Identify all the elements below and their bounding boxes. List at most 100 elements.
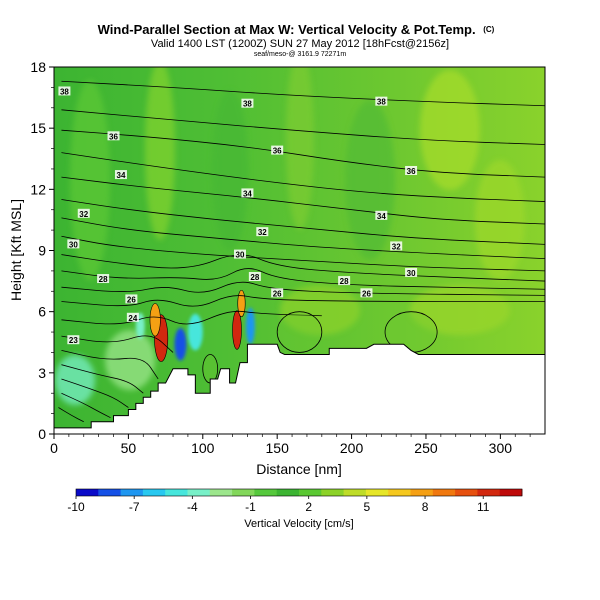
isentrope-line-4 [61,176,545,225]
colorbar-segment [209,489,233,496]
colorbar-tick-label: 11 [477,500,490,514]
colorbar-segment [321,489,344,496]
colorbar-tick-label: -7 [129,500,140,514]
isentrope-line-12 [61,310,322,325]
colorbar-segment [455,489,478,496]
contour-label-bg [58,86,71,96]
contour-label-bg [405,267,418,277]
x-tick-label: 50 [121,440,137,456]
colorbar-segment [142,489,166,496]
contour-label-bg [360,288,373,298]
isentrope-line-3 [61,152,545,202]
contour-label: 30 [407,269,416,278]
colorbar-segment [98,489,121,496]
contour-label: 28 [99,275,108,284]
y-tick-label: 6 [38,304,46,320]
colorbar-segment [120,489,144,496]
isentrope-line-17 [61,392,111,419]
colorbar-segment [410,489,434,496]
contour-label-bg [375,96,388,106]
contour-label-bg [390,241,403,251]
contour-label-layer: 38 38 38 36 36 36 34 34 34 32 32 32 30 30 30 28 28 28 26 26… [58,86,418,345]
colorbar-tick-label: -10 [67,500,85,514]
isentrope-line-0 [61,80,545,107]
contour-label-bg [67,239,80,249]
isentrope-line-16 [61,378,129,408]
contour-label: 30 [236,251,245,260]
contour-label: 38 [243,100,252,109]
colorbar-segment [388,489,411,496]
contour-label-bg [271,145,284,155]
terrain-mask [54,343,545,434]
contour-label: 26 [362,289,371,298]
colorbar-segment [365,489,389,496]
colorbar-segment [232,489,255,496]
colorbar: -10 -7 -4 -1 2 5 8 11 [67,488,523,514]
contour-label-bg [107,131,120,141]
contour-label: 32 [392,242,401,251]
colorbar-frame [75,488,523,497]
colorbar-segment [276,489,300,496]
y-tick-label: 18 [30,59,46,75]
isentrope-line-5 [61,199,545,245]
x-tick-label: 100 [191,440,215,456]
chart-title: Wind-Parallel Section at Max W: Vertical… [98,22,495,37]
x-tick-label: 200 [340,440,364,456]
contour-label: 30 [69,240,78,249]
downdraft-cell-1 [187,313,203,351]
updraft-cell-1 [149,303,161,337]
x-tick-label: 250 [414,440,438,456]
isentrope-line-8 [61,254,545,282]
contour-label: 36 [407,167,416,176]
updraft-cell-3 [237,289,246,318]
contour-label-bg [271,288,284,298]
contour-label: 24 [128,314,137,323]
y-tick-label: 0 [38,426,46,442]
contour-label-bg [256,227,269,237]
isentrope-line-14 [61,350,159,380]
contour-label: 38 [377,98,386,107]
bubble-layer [202,311,438,384]
downdraft-layer [135,307,255,361]
x-axis-label: Distance [nm] [256,461,342,477]
contour-label: 26 [127,295,136,304]
contour-label-bg [375,210,388,220]
contour-label-bg [338,276,351,286]
colorbar-segment [343,489,367,496]
downdraft-cell-2 [245,307,255,345]
isentrope-line-9 [61,268,545,290]
colorbar-tick-label: 5 [364,500,371,514]
y-tick-label: 3 [38,365,46,381]
contour-label-bg [241,188,254,198]
chart-subtitle: Valid 1400 LST (1200Z) SUN 27 May 2012 [… [151,38,449,50]
contour-label-bg [241,98,254,108]
contour-label-bg [126,312,139,322]
colorbar-segment [477,489,501,496]
contour-label: 26 [273,289,282,298]
contour-label: 28 [340,277,349,286]
velocity-field-texture [55,67,525,405]
colorbar-tick-label: -1 [245,500,256,514]
y-axis: 0 3 6 9 12 15 18 [30,59,54,442]
contour-label: 36 [109,132,118,141]
closed-contour-1 [276,311,323,353]
contour-label: 36 [273,147,282,156]
contour-label: 32 [79,210,88,219]
updraft-cell-2 [232,310,242,350]
isentrope-line-18 [58,407,84,423]
contour-label-bg [248,272,261,282]
isentrope-line-6 [61,217,545,260]
contour-label-bg [67,335,80,345]
x-tick-label: 300 [489,440,513,456]
isentrope-line-11 [61,295,545,307]
colorbar-segment [432,489,456,496]
contour-label-bg [97,274,110,284]
colorbar-segment [76,489,99,496]
plot-area: 38 38 38 36 36 36 34 34 34 32 32 32 30 30 30 28 28 28 26 26… [54,67,545,434]
isentrope-line-10 [61,281,545,296]
contour-label: 34 [243,189,252,198]
chart-subsubtitle: seaf/meso-@ 3161.9 72271m [254,51,346,58]
downdraft-cell-0 [174,327,187,361]
y-tick-label: 9 [38,243,46,259]
